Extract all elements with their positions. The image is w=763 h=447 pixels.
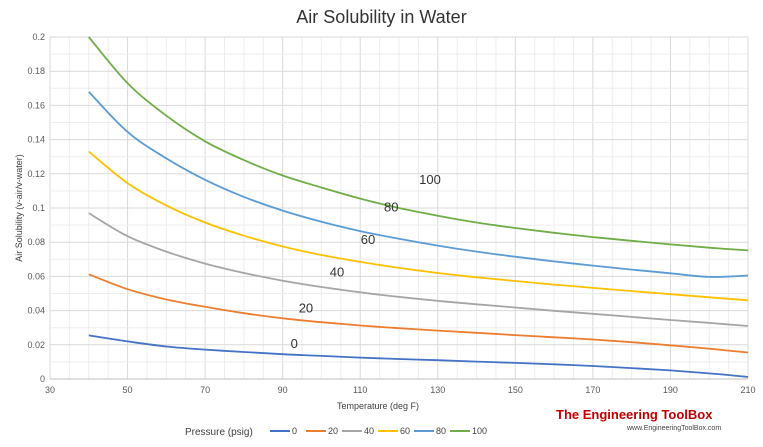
x-tick-label: 190 [663, 385, 678, 395]
x-tick-label: 170 [585, 385, 600, 395]
y-axis-title: Air Solubility (v-air/v-water) [14, 154, 24, 262]
y-tick-label: 0.02 [27, 340, 45, 350]
legend-label-0: 0 [292, 426, 297, 436]
series-line-0 [88, 334, 749, 378]
legend-label-100: 100 [472, 426, 487, 436]
x-tick-label: 130 [430, 385, 445, 395]
series-line-100 [88, 36, 749, 252]
legend-label-60: 60 [400, 426, 410, 436]
legend-label-20: 20 [328, 426, 338, 436]
y-tick-label: 0.08 [27, 237, 45, 247]
curve-label-80: 80 [384, 199, 398, 214]
x-tick-label: 70 [200, 385, 210, 395]
legend-label-80: 80 [436, 426, 446, 436]
y-tick-label: 0.12 [27, 169, 45, 179]
series-line-60 [88, 150, 749, 302]
curve-labels: 0 20 40 60 80 100 [291, 172, 441, 351]
curve-label-60: 60 [361, 232, 375, 247]
x-tick-label: 90 [278, 385, 288, 395]
brand-url: www.EngineeringToolBox.com [626, 425, 721, 432]
x-tick-label: 150 [508, 385, 523, 395]
x-tick-label: 210 [740, 385, 755, 395]
x-tick-label: 30 [45, 385, 55, 395]
curve-label-40: 40 [330, 264, 344, 279]
brand-title: The Engineering ToolBox [556, 407, 713, 422]
y-tick-label: 0.14 [27, 135, 45, 145]
chart-title: Air Solubility in Water [296, 7, 466, 27]
y-tick-label: 0.06 [27, 271, 45, 281]
series-line-20 [88, 273, 749, 354]
axes: 30 50 70 90 110 130 150 170 190 210 0 0.02 0.04 0.06 0… [27, 32, 755, 395]
x-axis-title: Temperature (deg F) [337, 401, 419, 411]
y-tick-label: 0 [40, 374, 45, 384]
legend: Pressure (psig) 0 20 40 60 80 100 [185, 426, 487, 438]
y-tick-label: 0.04 [27, 306, 45, 316]
series-line-80 [88, 91, 749, 278]
y-tick-label: 0.16 [27, 100, 45, 110]
series-lines [88, 36, 749, 378]
x-tick-label: 50 [123, 385, 133, 395]
x-tick-label: 110 [353, 385, 367, 395]
series-line-40 [88, 212, 749, 327]
legend-title: Pressure (psig) [185, 427, 253, 438]
y-tick-label: 0.1 [32, 203, 45, 213]
brand-logo: The Engineering ToolBox www.EngineeringT… [556, 407, 721, 432]
legend-label-40: 40 [364, 426, 374, 436]
curve-label-20: 20 [299, 300, 313, 315]
y-tick-label: 0.2 [32, 32, 45, 42]
curve-label-0: 0 [291, 336, 298, 351]
y-tick-label: 0.18 [27, 66, 45, 76]
curve-label-100: 100 [419, 172, 441, 187]
